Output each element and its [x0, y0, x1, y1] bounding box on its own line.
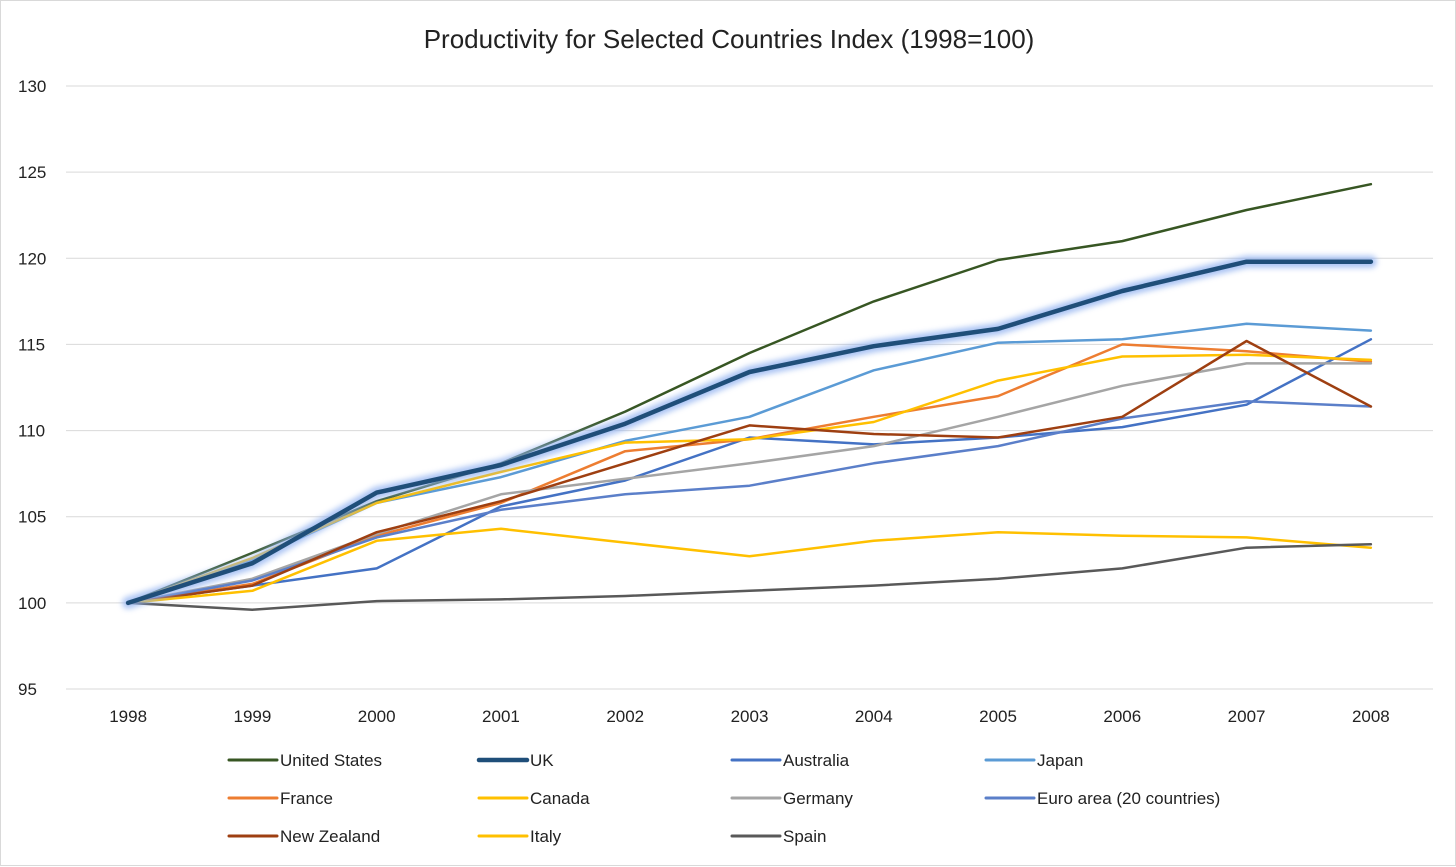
legend-label: UK	[530, 751, 554, 770]
legend-item-germany: Germany	[730, 789, 853, 808]
legend-item-france: France	[227, 789, 333, 808]
x-tick-label: 2006	[1103, 707, 1141, 726]
legend-label: Australia	[783, 751, 850, 770]
x-tick-label: 1999	[233, 707, 271, 726]
y-tick-label: 125	[18, 163, 46, 182]
series-line-united-states	[126, 182, 1373, 605]
x-tick-label: 2003	[731, 707, 769, 726]
x-tick-label: 2004	[855, 707, 893, 726]
legend-item-united-states: United States	[227, 751, 382, 770]
series-line-euro-area-20-countries	[126, 400, 1373, 605]
y-tick-label: 100	[18, 594, 46, 613]
series-line-new-zealand	[126, 339, 1373, 605]
y-tick-label: 110	[18, 422, 45, 441]
y-tick-label: 105	[18, 508, 46, 527]
legend-label: Euro area (20 countries)	[1037, 789, 1220, 808]
x-tick-label: 2007	[1228, 707, 1266, 726]
gridlines	[66, 85, 1433, 690]
series-glow-uk	[122, 255, 1377, 609]
chart-title: Productivity for Selected Countries Inde…	[424, 24, 1035, 54]
legend-label: France	[280, 789, 333, 808]
series-layer	[122, 182, 1377, 611]
y-tick-label: 115	[18, 335, 45, 354]
legend-label: United States	[280, 751, 382, 770]
legend-label: Canada	[530, 789, 590, 808]
legend-label: Germany	[783, 789, 853, 808]
y-tick-label: 130	[18, 77, 46, 96]
x-tick-label: 2008	[1352, 707, 1390, 726]
x-tick-label: 1998	[109, 707, 147, 726]
series-line-italy	[126, 527, 1373, 605]
y-tick-label: 95	[18, 680, 37, 699]
legend-item-spain: Spain	[730, 827, 826, 846]
series-line-france	[126, 343, 1373, 605]
legend-item-italy: Italy	[477, 827, 562, 846]
legend-item-canada: Canada	[477, 789, 590, 808]
legend-item-uk: UK	[476, 751, 554, 770]
x-tick-label: 2000	[358, 707, 396, 726]
legend-item-japan: Japan	[984, 751, 1083, 770]
x-tick-label: 2002	[606, 707, 644, 726]
legend-item-euro-area-20-countries: Euro area (20 countries)	[984, 789, 1220, 808]
series-line-spain	[126, 543, 1373, 611]
legend-item-new-zealand: New Zealand	[227, 827, 380, 846]
y-tick-label: 120	[18, 249, 46, 268]
x-axis-ticks: 1998 1999 2000 2001 2002 2003 2004 2005 2006 2007…	[109, 707, 1390, 726]
legend-label: New Zealand	[280, 827, 380, 846]
x-tick-label: 2005	[979, 707, 1017, 726]
y-axis-ticks: 95 100 105 110 115 120 125 130	[18, 77, 46, 699]
legend-label: Japan	[1037, 751, 1083, 770]
series-line-uk	[125, 259, 1374, 606]
x-tick-label: 2001	[482, 707, 520, 726]
legend-label: Spain	[783, 827, 826, 846]
legend-item-australia: Australia	[730, 751, 850, 770]
legend: United States UK Australia Japan France Canad…	[227, 751, 1220, 846]
legend-label: Italy	[530, 827, 562, 846]
series-line-australia	[126, 338, 1373, 605]
